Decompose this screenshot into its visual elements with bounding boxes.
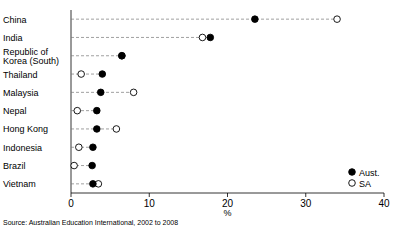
legend-label: SA	[359, 179, 371, 189]
data-point	[199, 34, 206, 41]
legend-label: Aust.	[359, 168, 380, 178]
category-label: Vietnam	[3, 179, 36, 189]
data-point	[90, 144, 97, 151]
category-label: Malaysia	[3, 88, 39, 98]
label-line: Korea (South)	[3, 56, 59, 66]
legend-marker	[349, 169, 356, 176]
category-label: Nepal	[3, 106, 27, 116]
category-label: Thailand	[3, 70, 38, 80]
legend-marker	[349, 180, 356, 187]
x-tick-label: 10	[144, 198, 156, 209]
guide-line	[71, 19, 337, 20]
data-point	[207, 34, 214, 41]
category-label: India	[3, 33, 23, 43]
plot-area	[71, 16, 341, 187]
data-point	[78, 71, 85, 78]
guide-line	[71, 74, 102, 75]
category-label: Indonesia	[3, 143, 42, 153]
data-point	[334, 16, 341, 23]
x-tick	[384, 193, 385, 197]
x-tick	[71, 193, 72, 197]
data-point	[130, 89, 137, 96]
data-point	[99, 71, 106, 78]
category-label: China	[3, 15, 27, 25]
data-point	[71, 162, 78, 169]
x-tick-label: 40	[378, 198, 390, 209]
data-point	[90, 181, 97, 188]
data-point	[97, 89, 104, 96]
x-tick	[305, 193, 306, 197]
data-point	[94, 126, 101, 133]
data-point	[252, 16, 259, 23]
x-tick-label: 0	[68, 198, 74, 209]
data-point	[89, 162, 96, 169]
category-label: Republic of Korea (South)	[3, 47, 59, 66]
data-point	[94, 107, 101, 114]
x-tick-label: 30	[300, 198, 312, 209]
x-axis-label: %	[223, 208, 231, 218]
data-point	[76, 144, 83, 151]
data-point	[74, 107, 81, 114]
guide-line	[71, 55, 122, 56]
x-tick	[227, 193, 228, 197]
category-label: Hong Kong	[3, 124, 48, 134]
data-point	[119, 52, 126, 59]
source-note: Source: Australian Education Internation…	[3, 219, 178, 226]
category-label: Brazil	[3, 161, 26, 171]
x-tick	[149, 193, 150, 197]
data-point	[113, 126, 120, 133]
data-point	[119, 52, 126, 59]
guide-line	[71, 37, 210, 38]
